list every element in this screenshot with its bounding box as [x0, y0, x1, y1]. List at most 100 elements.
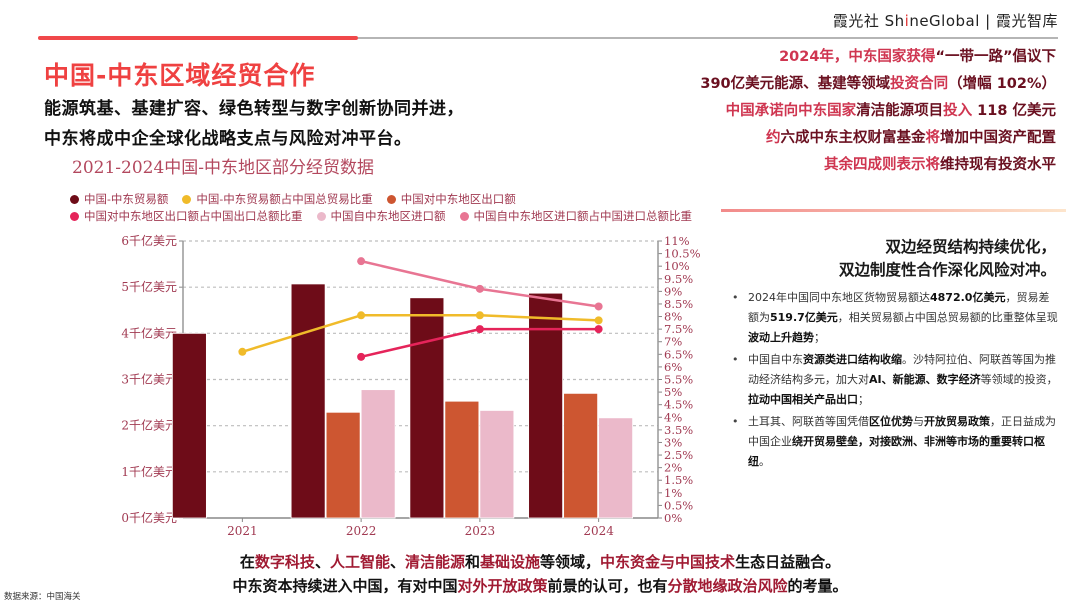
brand-highlight: i [904, 12, 910, 30]
y2-axis-label: 4% [664, 410, 682, 424]
body-text: ； [814, 331, 825, 344]
chart-legend: 中国-中东贸易额 中国-中东贸易额占中国总贸易比重 中国对中东地区出口额 中国对中东地… [70, 191, 692, 225]
series-line [242, 314, 599, 353]
data-point [594, 302, 603, 311]
y2-axis-label: 3.5% [664, 423, 693, 437]
y2-axis-label: 0% [664, 511, 682, 525]
highlight-text: 数字科技 [254, 553, 315, 571]
bar [563, 392, 599, 519]
callout-segment: 投入 [943, 103, 973, 119]
highlight-text: 对外开放政策 [457, 577, 548, 595]
y2-axis-label: 9.5% [664, 272, 693, 286]
y2-axis-label: 3% [664, 435, 682, 449]
callout-segment: 118 亿美元 [972, 103, 1056, 119]
conclusion-text: 在数字科技、人工智能、清洁能源和基础设施等领域，中东资金与中国技术生态日益融合。… [0, 550, 1080, 598]
emphasis-text: 拉动中国相关产品出口 [748, 393, 858, 406]
y2-axis-label: 1.5% [664, 473, 693, 487]
y2-axis-label: 8% [664, 310, 682, 324]
legend-item[interactable]: 中国自中东地区进口额 [316, 208, 446, 225]
highlight-text: 人工智能 [329, 553, 390, 571]
analysis-bullet: 2024年中国同中东地区货物贸易额达4872.0亿美元，贸易差额为519.7亿美… [728, 288, 1058, 348]
data-point [594, 325, 603, 334]
body-text: 在 [239, 553, 255, 571]
bar [479, 410, 515, 519]
emphasis-text: AI、新能源、数字经济 [869, 373, 981, 386]
y2-axis-label: 11% [664, 234, 690, 248]
callout-segment: 其余四成则表示将 [824, 157, 940, 173]
y2-axis-label: 2.5% [664, 448, 693, 462]
analysis-bullet: 中国自中东资源类进口结构收缩。沙特阿拉伯、阿联酋等国为推动经济结构多元，加大对A… [728, 350, 1058, 410]
body-text: 与 [913, 415, 924, 428]
bar [360, 389, 396, 519]
emphasis-text: 绕开贸易壁垒，对接欧洲、非洲等市场的重要转口枢纽 [748, 435, 1045, 468]
y2-axis-label: 9% [664, 284, 682, 298]
brand-text: 霞光社 Sh [832, 12, 905, 30]
emphasis-text: 资源类进口结构收缩 [803, 353, 902, 366]
legend-dot-icon [70, 195, 79, 204]
body-text: 。 [759, 455, 770, 468]
body-text: 、 [314, 553, 330, 571]
bar [444, 400, 480, 519]
bar [171, 332, 207, 519]
analysis-heading-line: 双边经贸结构持续优化， [885, 238, 1056, 256]
y-axis-label: 3千亿美元 [121, 372, 177, 387]
x-axis-label: 2023 [465, 524, 496, 538]
legend-row: 中国-中东贸易额 中国-中东贸易额占中国总贸易比重 中国对中东地区出口额 [70, 191, 692, 208]
data-point [594, 316, 603, 325]
legend-label: 中国-中东贸易额 [84, 192, 169, 206]
y2-axis-label: 1% [664, 486, 682, 500]
data-point [357, 311, 366, 320]
highlight-text: 清洁能源 [404, 553, 465, 571]
page-title: 中国-中东区域经贸合作 [44, 61, 316, 90]
conclusion-line: 中东资本持续进入中国，有对中国对外开放政策前景的认可，也有分散地缘政治风险的考量… [0, 574, 1080, 598]
body-text: 土耳其、阿联酋等国凭借 [748, 415, 869, 428]
callout-line: 中国承诺向中东国家清洁能源项目投入 118 亿美元 [700, 98, 1056, 125]
legend-dot-icon [386, 195, 396, 204]
body-text: ，相关贸易额占中国总贸易额的比重整体呈现 [837, 311, 1058, 324]
callout-segment: “一带一路”倡议下 [935, 49, 1056, 65]
callout-segment: 约 [766, 130, 781, 146]
body-text: 。沙特阿拉伯、阿联酋等国为推动经济结构多元，加大对 [748, 353, 1056, 386]
chart-title: 2021-2024中国-中东地区部分经贸数据 [72, 158, 375, 178]
data-point [475, 284, 484, 293]
legend-item[interactable]: 中国-中东贸易额 [70, 191, 168, 208]
conclusion-line: 在数字科技、人工智能、清洁能源和基础设施等领域，中东资金与中国技术生态日益融合。 [0, 550, 1080, 574]
callout-line: 其余四成则表示将维持现有投资水平 [700, 152, 1056, 179]
legend-item[interactable]: 中国对中东地区出口额 [386, 191, 516, 208]
y2-axis-label: 5.5% [664, 373, 693, 387]
legend-item[interactable]: 中国-中东贸易额占中国总贸易比重 [182, 191, 373, 208]
bar [325, 411, 361, 519]
y2-axis-label: 8.5% [664, 297, 693, 311]
body-text: 中东资本持续进入中国，有对中国 [232, 577, 458, 595]
y2-axis-label: 6.5% [664, 347, 693, 361]
data-point [475, 311, 484, 320]
body-text: 生态日益融合。 [735, 553, 841, 571]
callout-segment: 中国承诺向中东国家 [725, 103, 857, 119]
y-axis-label: 4千亿美元 [121, 325, 177, 340]
callout-divider [721, 209, 1066, 212]
legend-row: 中国对中东地区出口额占中国出口总额比重 中国自中东地区进口额 中国自中东地区进口额占… [70, 208, 692, 225]
legend-item[interactable]: 中国对中东地区出口额占中国出口总额比重 [70, 208, 303, 225]
analysis-bullets: 2024年中国同中东地区货物贸易额达4872.0亿美元，贸易差额为519.7亿美… [728, 288, 1058, 472]
body-text: 中国自中东 [748, 353, 803, 366]
y-axis-label: 2千亿美元 [121, 418, 177, 433]
brand-logo: 霞光社 ShineGlobal | 霞光智库 [833, 10, 1058, 31]
bar [598, 417, 634, 519]
brand-text-suffix: neGlobal | 霞光智库 [909, 12, 1058, 30]
x-axis-label: 2024 [583, 524, 614, 538]
legend-label: 中国对中东地区出口额占中国出口总额比重 [84, 209, 303, 223]
callout-segment: 增加中国资产配置 [940, 130, 1056, 146]
legend-dot-icon [459, 212, 469, 221]
y-axis-label: 0千亿美元 [121, 510, 177, 525]
y2-axis-label: 0.5% [664, 498, 693, 512]
emphasis-text: 519.7亿美元 [770, 311, 838, 324]
analysis-heading-line: 双边制度性合作深化风险对冲。 [838, 261, 1056, 279]
legend-label: 中国自中东地区进口额 [330, 209, 446, 223]
data-point [357, 352, 366, 361]
analysis-bullet: 土耳其、阿联酋等国凭借区位优势与开放贸易政策，正日益成为中国企业绕开贸易壁垒，对… [728, 412, 1058, 472]
y2-axis-label: 6% [664, 360, 682, 374]
legend-item[interactable]: 中国自中东地区进口额占中国进口总额比重 [459, 208, 692, 225]
emphasis-text: 区位优势 [869, 415, 913, 428]
chart-canvas: 0千亿美元 1千亿美元 2千亿美元 3千亿美元 4千亿美元 5千亿美元 6千亿美元 0%0.5… [121, 233, 700, 538]
legend-dot-icon [182, 195, 192, 204]
